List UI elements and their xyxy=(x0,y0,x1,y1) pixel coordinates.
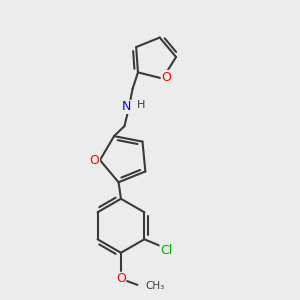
Text: O: O xyxy=(116,272,126,285)
Text: N: N xyxy=(122,100,131,113)
Text: H: H xyxy=(137,100,146,110)
Text: O: O xyxy=(90,154,100,167)
Text: Cl: Cl xyxy=(160,244,172,257)
Text: O: O xyxy=(161,70,171,83)
Text: CH₃: CH₃ xyxy=(146,281,165,291)
